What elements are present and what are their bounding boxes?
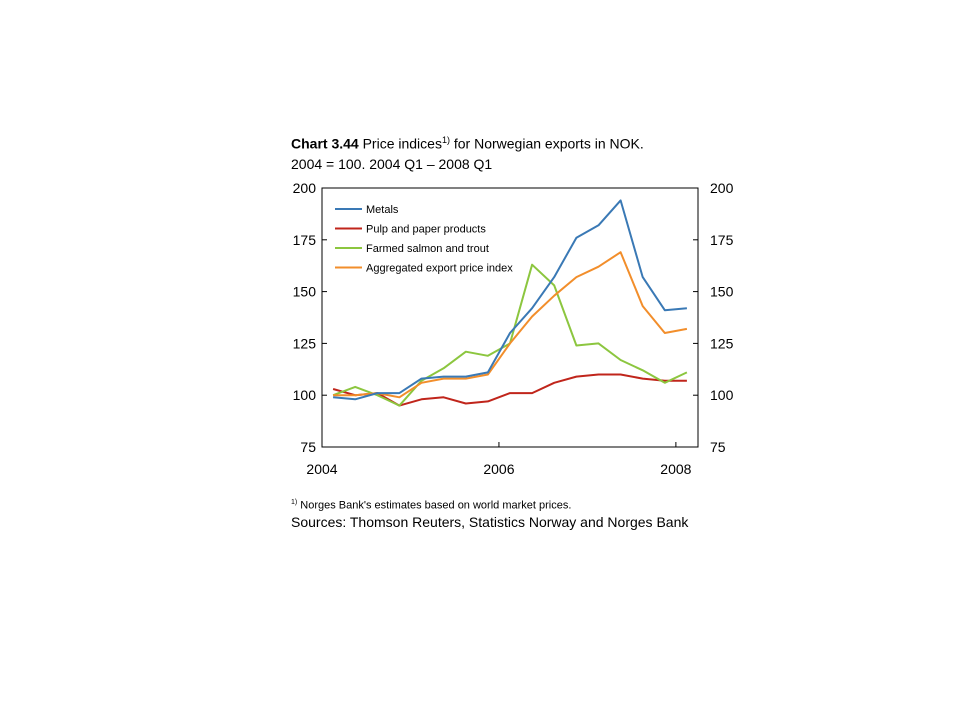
series-line-pulp-and-paper-products (332, 373, 687, 407)
legend-label: Metals (366, 204, 399, 216)
y-tick-label-right: 150 (710, 284, 734, 300)
x-tick-label: 2004 (306, 461, 337, 477)
y-tick-label-right: 175 (710, 232, 734, 248)
title-text-b: for Norwegian exports in NOK. (449, 135, 644, 152)
footnote-ref: 1) (291, 499, 298, 506)
legend-label: Farmed salmon and trout (366, 243, 489, 255)
series-line-metals (333, 199, 687, 401)
y-tick-label-left: 75 (300, 439, 316, 455)
series-lines (332, 199, 688, 407)
series-line-aggregated-export-price-index (333, 251, 688, 399)
y-tick-label-left: 175 (293, 232, 317, 248)
plot-frame (321, 187, 699, 448)
chart-title: Chart 3.44 Price indices1) for Norwegian… (291, 130, 721, 174)
left-axis: 75 100 125 150 175 200 (293, 180, 327, 455)
legend: Metals Pulp and paper products Farmed salm… (335, 204, 513, 275)
y-tick-label-left: 100 (293, 387, 317, 403)
y-tick-label-left: 150 (293, 284, 317, 300)
x-tick-label: 2006 (483, 461, 514, 477)
title-text-a: Price indices (358, 135, 442, 152)
footnote: 1) Norges Bank's estimates based on worl… (291, 496, 571, 513)
right-axis: 75 100 125 150 175 200 (693, 180, 734, 455)
y-tick-label-right: 125 (710, 335, 734, 351)
y-tick-label-right: 75 (710, 439, 726, 455)
chart-number: Chart 3.44 (291, 135, 359, 152)
y-tick-label-left: 125 (293, 335, 317, 351)
title-footnote-ref: 1) (441, 135, 450, 145)
x-tick-label: 2008 (660, 461, 691, 477)
title-line-2: 2004 = 100. 2004 Q1 – 2008 Q1 (291, 155, 493, 172)
x-axis: 2004 2006 2008 (306, 442, 692, 477)
legend-label: Pulp and paper products (366, 224, 486, 236)
legend-label: Aggregated export price index (366, 263, 513, 275)
y-tick-label-right: 200 (710, 180, 734, 196)
sources-note: Sources: Thomson Reuters, Statistics Nor… (291, 514, 689, 530)
y-tick-label-left: 200 (293, 180, 317, 196)
y-tick-label-right: 100 (710, 387, 734, 403)
footnote-text: Norges Bank's estimates based on world m… (297, 499, 572, 512)
